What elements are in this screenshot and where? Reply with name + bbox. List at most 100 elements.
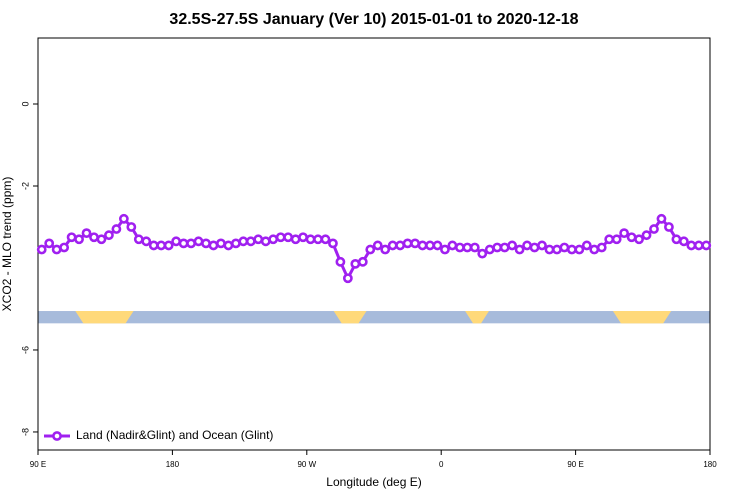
data-point [544,244,555,255]
y-axis-label: XCO2 - MLO trend (ppm) [0,177,14,312]
x-tick-label: 90 E [30,460,46,469]
x-tick-label: 180 [166,460,180,469]
x-axis-label: Longitude (deg E) [326,475,421,489]
data-point [275,232,286,243]
data-point [372,240,383,251]
data-point [178,238,189,249]
data-point [522,240,532,251]
data-point [283,232,294,243]
data-point [74,234,84,245]
data-point [186,238,196,249]
data-point [118,213,129,224]
data-point [357,256,368,267]
data-point [387,240,398,251]
data-point [268,234,279,245]
legend-marker [52,431,62,441]
data-point [156,240,167,251]
data-point [589,244,600,255]
data-point [462,242,473,253]
data-point [193,236,204,247]
data-point [245,236,256,247]
data-point [298,232,308,243]
data-point [216,238,226,249]
y-tick-label: -6 [20,346,30,354]
data-point [656,213,667,224]
data-point [89,232,99,243]
ocean-band [38,311,710,324]
data-point [223,240,234,251]
data-point [126,222,137,232]
data-point [163,240,174,251]
data-point [566,244,577,255]
data-point [447,240,458,251]
data-point [604,234,615,245]
data-point [440,244,450,255]
data-point [454,242,465,253]
data-point [469,242,480,253]
data-point [686,240,697,251]
data-point [492,242,503,253]
data-point [253,234,264,245]
data-point [320,234,331,245]
y-tick-label: -8 [20,428,30,436]
data-point [693,240,704,251]
data-point [664,222,674,232]
data-point [328,238,338,249]
data-point [66,232,77,243]
data-point [81,228,92,239]
data-point [238,236,249,247]
land-band [75,311,134,324]
data-point [634,234,644,245]
data-point [365,244,376,255]
legend-label: Land (Nadir&Glint) and Ocean (Glint) [76,428,273,442]
data-point [499,242,510,253]
data-point [133,234,144,245]
data-point [380,244,391,255]
data-point [171,236,182,247]
y-tick-label: 0 [20,101,30,106]
land-band [465,311,489,324]
data-point [671,234,682,245]
data-point [230,238,241,249]
data-point [596,242,607,253]
data-point [417,240,428,251]
data-point [350,258,361,269]
data-point [148,240,159,251]
data-point [59,242,70,253]
data-point [514,244,525,255]
x-tick-label: 180 [703,460,717,469]
data-point [305,234,316,245]
data-point [410,238,420,249]
data-point [96,234,107,245]
data-point [649,224,659,234]
data-point [477,248,488,259]
data-point [552,244,562,255]
land-band [333,311,367,324]
y-tick-label: -2 [20,182,30,190]
land-band [612,311,672,324]
data-point [36,244,47,255]
data-point [290,234,301,245]
data-point [335,256,346,267]
data-point [678,236,689,247]
x-tick-label: 0 [439,460,444,469]
data-point [574,244,585,255]
data-point [432,240,443,251]
data-point [529,242,540,253]
data-point [425,240,435,251]
data-point [611,234,622,245]
x-tick-label: 90 W [297,460,316,469]
data-point [626,232,637,243]
data-point [484,244,495,255]
data-point [641,230,652,241]
data-point [44,238,55,249]
data-point [559,242,570,253]
data-point [395,240,406,251]
data-point [619,228,630,239]
data-point [313,234,323,245]
data-point [141,236,152,247]
chart-title: 32.5S-27.5S January (Ver 10) 2015-01-01 … [169,11,578,28]
data-point [260,236,271,247]
data-point [537,240,547,251]
